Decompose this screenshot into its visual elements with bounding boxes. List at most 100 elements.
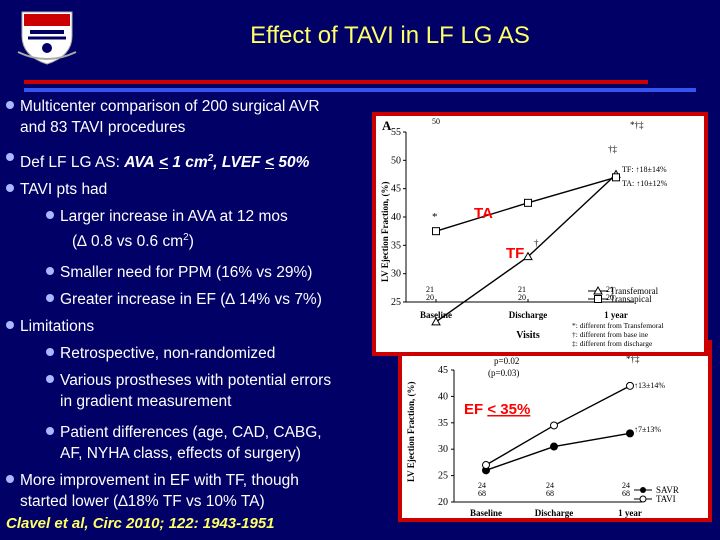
- subbullet-ef: Greater increase in EF (∆ 14% vs 7%): [6, 289, 378, 310]
- y-tick-label: 35: [391, 240, 401, 251]
- bullet-text: Multicenter comparison of 200 surgical A…: [20, 98, 320, 115]
- point-transapical: [524, 198, 532, 207]
- x-tick-label: 1 year: [604, 310, 628, 320]
- bullet-text: Larger increase in AVA at 12 mos: [60, 208, 288, 226]
- point-tavi: [550, 421, 558, 430]
- divider-red: [24, 80, 648, 84]
- overlay-label-ef: EF < 35%: [464, 401, 530, 418]
- overlay-label-ta: TA: [474, 205, 493, 222]
- legend-label-savr: SAVR: [656, 485, 679, 495]
- y-tick-label: 25: [438, 471, 448, 482]
- y-axis-label: LV Ejection Fraction, (%): [380, 182, 390, 283]
- bullet-definition: Def LF LG AS: AVA < 1 cm2, LVEF < 50%: [6, 148, 378, 173]
- footnote: *: different from Transfemoral: [572, 321, 664, 330]
- bullet-text: in gradient measurement: [60, 393, 232, 411]
- n-label-transfemoral: 21: [606, 285, 614, 294]
- bullet-text: and 83 TAVI procedures: [20, 119, 186, 136]
- subbullet-retrospective: Retrospective, non-randomized: [6, 343, 378, 364]
- subbullet-prostheses: Various prostheses with potential errors…: [6, 370, 378, 412]
- bullet-text: started lower (∆18% TF vs 10% TA): [20, 493, 265, 511]
- legend-marker-transapical: [594, 295, 602, 303]
- penn-shield-logo: [17, 11, 77, 65]
- subbullet-ava: Larger increase in AVA at 12 mos (∆ 0.8 …: [6, 206, 378, 252]
- top-tick-label: 50: [432, 117, 440, 126]
- legend-marker-tavi: [639, 495, 647, 503]
- def-ava: AVA: [124, 154, 155, 172]
- n-label-transapical: 20: [606, 293, 614, 302]
- x-tick-label: Discharge: [509, 310, 548, 320]
- bullet-text: Retrospective, non-randomized: [60, 345, 276, 363]
- def-ava-value: 1 cm: [168, 154, 208, 172]
- def-lvef-value: 50%: [274, 154, 310, 172]
- annotation-top-right: *†‡: [630, 120, 644, 130]
- def-ava-sup: 2: [207, 153, 214, 164]
- y-tick-label: 45: [391, 184, 401, 195]
- n-label-tavi: 68: [546, 489, 554, 498]
- annotation-ta-change: TA: ↑10±12%: [622, 179, 668, 188]
- figure-b-frame: 20 25 30 35 40 45 LV Ejection Fraction, (%) Bas…: [398, 340, 712, 522]
- y-axis-label: LV Ejection Fraction, (%): [406, 382, 416, 483]
- bullet-text: Limitations: [20, 318, 95, 336]
- y-tick-label: 45: [438, 365, 448, 376]
- n-label-savr: 24: [622, 481, 630, 490]
- n-label-transfemoral: 21: [426, 285, 434, 294]
- bullet-text: Smaller need for PPM (16% vs 29%): [60, 264, 313, 282]
- n-label-transapical: 20: [426, 293, 434, 302]
- annotation-discharge: †: [534, 238, 539, 248]
- point-transfemoral: [523, 251, 533, 261]
- annotation-baseline: *: [432, 211, 438, 223]
- bullet-multicenter: Multicenter comparison of 200 surgical A…: [6, 96, 378, 138]
- bullet-text: Patient differences (age, CAD, CABG,: [60, 424, 322, 442]
- point-savr: [550, 442, 558, 451]
- legend-label-tavi: TAVI: [656, 494, 676, 504]
- y-tick-label: 50: [391, 155, 401, 166]
- bullet-text: Various prostheses with potential errors: [60, 372, 332, 390]
- divider-blue: [24, 88, 696, 92]
- bullet-tavi-pts: TAVI pts had: [6, 179, 378, 200]
- n-label-transapical: 20: [518, 293, 526, 302]
- def-le: <: [264, 154, 275, 172]
- footnote: †: different from base ine: [572, 330, 649, 339]
- panel-label: A: [382, 118, 392, 133]
- series-line-transfemoral: [435, 173, 617, 323]
- y-tick-label: 40: [438, 391, 448, 402]
- bullet-text: AF, NYHA class, effects of surgery): [60, 445, 301, 463]
- y-tick-label: 30: [391, 269, 401, 280]
- point-transapical: [432, 227, 440, 236]
- legend-label-transapical: Transapical: [610, 294, 652, 304]
- n-label-savr: 24: [478, 481, 486, 490]
- legend-label-transfemoral: Transfemoral: [610, 286, 659, 296]
- n-label-transfemoral: 21: [518, 285, 526, 294]
- bullet-text: More improvement in EF with TF, though: [20, 472, 299, 490]
- bullet-text: Greater increase in EF (∆ 14% vs 7%): [60, 291, 322, 309]
- y-tick-label: 40: [391, 212, 401, 223]
- annotation-savr-change: ↑7±13%: [634, 425, 661, 434]
- y-tick-label: 30: [438, 444, 448, 455]
- x-axis-label: Visits: [516, 330, 540, 341]
- n-label-tavi: 68: [478, 489, 486, 498]
- overlay-label-tf: TF: [506, 245, 524, 262]
- annotation-tavi-change: ↑13±14%: [634, 381, 665, 390]
- citation: Clavel et al, Circ 2010; 122: 1943-1951: [6, 515, 275, 532]
- y-tick-label: 20: [438, 497, 448, 508]
- n-label-tavi: 68: [622, 489, 630, 498]
- p-value: p=0.02: [494, 356, 519, 366]
- point-savr: [626, 429, 634, 438]
- subbullet-patient-diff: Patient differences (age, CAD, CABG, AF,…: [6, 422, 378, 464]
- n-label-savr: 24: [546, 481, 554, 490]
- annotation-tf-change: TF: ↑18±14%: [622, 165, 667, 174]
- point-transapical: [612, 173, 620, 182]
- bullet-more-improvement: More improvement in EF with TF, though s…: [6, 470, 378, 512]
- y-tick-label: 55: [391, 127, 401, 138]
- figure-a-frame: A 50 25 30 35 40 45 50 55 LV Ejection Fraction, (…: [372, 112, 708, 356]
- bullet-text: Def LF LG AS:: [20, 154, 125, 172]
- def-le: <: [159, 154, 169, 172]
- slide-title: Effect of TAVI in LF LG AS: [250, 22, 530, 49]
- x-tick-label: Baseline: [470, 508, 502, 518]
- legend-marker-savr: [640, 487, 646, 493]
- bullet-limitations: Limitations: [6, 316, 378, 337]
- point-tavi: [482, 461, 490, 470]
- annotation-one-year: †‡: [608, 144, 618, 154]
- point-transfemoral: [431, 316, 441, 326]
